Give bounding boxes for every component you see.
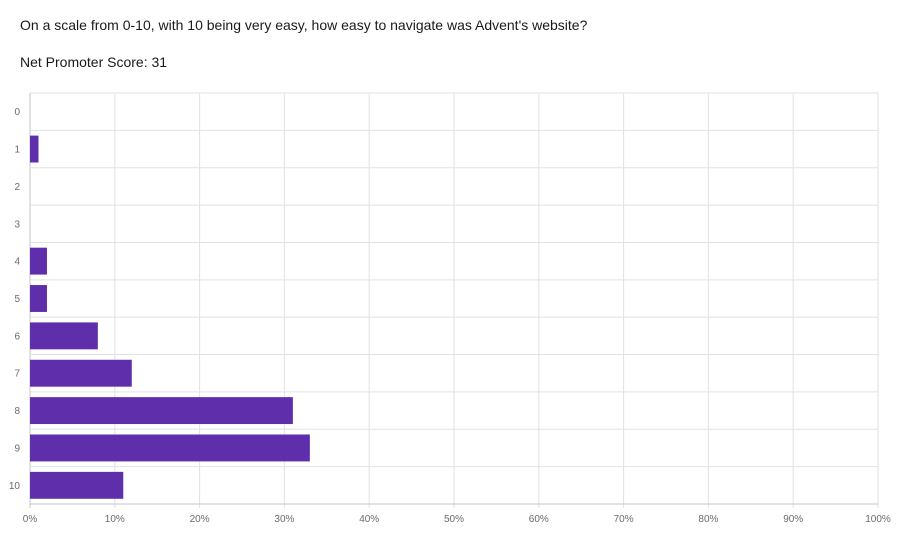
x-tick-label: 80% bbox=[698, 514, 718, 525]
y-tick-label: 4 bbox=[14, 257, 20, 268]
x-tick-label: 10% bbox=[105, 514, 125, 525]
bar-5 bbox=[30, 285, 47, 312]
bar-1 bbox=[30, 135, 39, 163]
x-tick-label: 40% bbox=[359, 514, 379, 525]
bar-6 bbox=[30, 322, 98, 350]
net-promoter-score: Net Promoter Score: 31 bbox=[20, 54, 168, 70]
y-tick-label: 6 bbox=[14, 331, 20, 342]
x-tick-label: 60% bbox=[529, 514, 549, 525]
bars bbox=[30, 135, 310, 499]
y-tick-label: 8 bbox=[14, 406, 20, 417]
tick-labels: 0% 10% 20% 30% 40% 50% 60% 70% 80% 90% 100% 0 1 2 3 4 5 6… bbox=[9, 107, 891, 525]
bar-4 bbox=[30, 247, 47, 275]
y-tick-label: 1 bbox=[14, 145, 20, 156]
x-tick-label: 50% bbox=[444, 514, 464, 525]
x-tick-label: 20% bbox=[190, 514, 210, 525]
y-tick-label: 3 bbox=[14, 219, 20, 230]
x-tick-label: 100% bbox=[865, 514, 891, 525]
bar-10 bbox=[30, 471, 124, 499]
y-tick-label: 2 bbox=[14, 182, 20, 193]
x-tick-label: 0% bbox=[23, 514, 38, 525]
x-tick-label: 70% bbox=[614, 514, 634, 525]
x-tick-label: 90% bbox=[783, 514, 803, 525]
y-tick-label: 5 bbox=[14, 294, 20, 305]
y-tick-label: 7 bbox=[14, 369, 20, 380]
x-tick-label: 30% bbox=[274, 514, 294, 525]
bar-8 bbox=[30, 397, 293, 425]
y-tick-label: 0 bbox=[14, 107, 20, 118]
bar-7 bbox=[30, 359, 132, 387]
question-text: On a scale from 0-10, with 10 being very… bbox=[20, 17, 588, 33]
bar-9 bbox=[30, 434, 310, 462]
y-tick-label: 10 bbox=[9, 481, 21, 492]
y-tick-label: 9 bbox=[14, 443, 20, 454]
